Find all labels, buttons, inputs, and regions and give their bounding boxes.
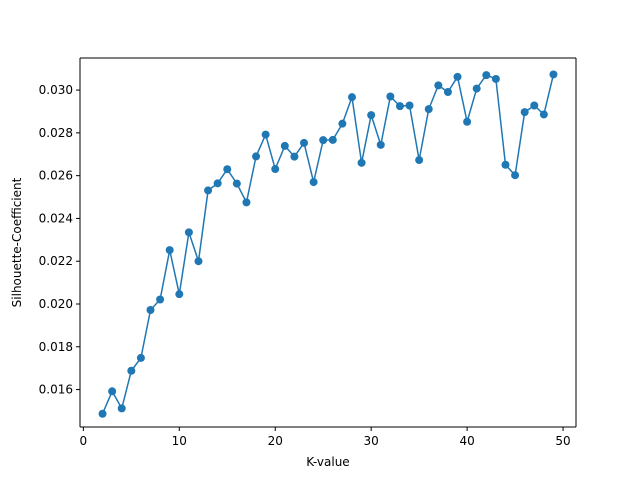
data-point	[405, 101, 414, 110]
x-tick-label: 20	[268, 434, 283, 448]
data-point	[539, 110, 548, 119]
x-tick-label: 30	[364, 434, 379, 448]
data-point	[242, 198, 251, 207]
data-point	[261, 130, 270, 139]
data-point	[213, 179, 222, 188]
data-point	[338, 119, 347, 128]
data-point	[463, 117, 472, 126]
axes: 0 10 20 30 40 50 0.016 0.018 0.020 0.022 0.024 0.02…	[39, 57, 577, 448]
y-tick-label: 0.020	[39, 297, 73, 311]
data-point	[395, 102, 404, 111]
data-point	[530, 101, 539, 110]
data-point	[443, 88, 452, 97]
data-point	[482, 71, 491, 80]
data-point	[549, 70, 558, 79]
y-tick-label: 0.022	[39, 254, 73, 268]
y-tick-label: 0.030	[39, 83, 73, 97]
y-tick-label: 0.016	[39, 383, 73, 397]
data-point	[223, 165, 232, 174]
data-point	[290, 152, 299, 161]
data-point	[146, 305, 155, 314]
y-tick-label: 0.018	[39, 340, 73, 354]
data-point	[280, 141, 289, 150]
y-tick-label: 0.026	[39, 169, 73, 183]
data-point	[127, 366, 136, 375]
data-point	[511, 171, 520, 180]
data-point	[472, 84, 481, 93]
data-point	[424, 105, 433, 114]
data-point	[271, 165, 280, 174]
x-axis-label: K-value	[306, 455, 349, 469]
data-point	[309, 178, 318, 187]
data-point	[98, 409, 107, 418]
x-tick-label: 10	[172, 434, 187, 448]
data-point	[319, 136, 328, 145]
data-point	[108, 387, 117, 396]
x-tick-label: 50	[555, 434, 570, 448]
y-tick-label: 0.028	[39, 126, 73, 140]
data-point	[300, 138, 309, 147]
x-tick-label: 40	[459, 434, 474, 448]
data-point	[357, 158, 366, 167]
data-point	[232, 179, 241, 188]
data-point	[252, 152, 261, 161]
data-point	[415, 156, 424, 165]
data-point	[367, 111, 376, 120]
y-tick-label: 0.024	[39, 211, 73, 225]
data-point	[347, 93, 356, 102]
data-point	[453, 72, 462, 81]
series-line	[101, 73, 555, 415]
data-point	[491, 74, 500, 83]
x-tick-label: 0	[80, 434, 88, 448]
data-point	[194, 257, 203, 266]
data-point	[501, 160, 510, 169]
data-point	[175, 290, 184, 299]
data-point	[204, 186, 213, 195]
data-point	[434, 81, 443, 90]
data-point	[328, 135, 337, 144]
y-axis-label: Silhouette-Coefficient	[10, 177, 24, 307]
data-point	[117, 404, 126, 413]
plot-area	[98, 70, 558, 418]
data-point	[136, 353, 145, 362]
data-point	[184, 228, 193, 237]
data-point	[376, 140, 385, 149]
data-point	[386, 92, 395, 101]
data-point	[165, 246, 174, 255]
data-point	[156, 295, 165, 304]
data-point	[520, 108, 529, 117]
